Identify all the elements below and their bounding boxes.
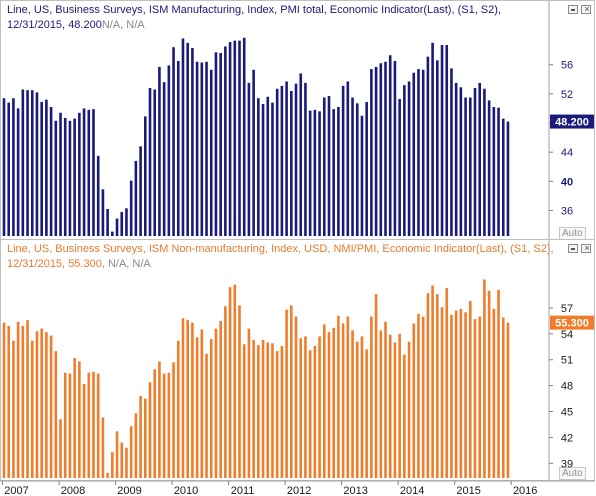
- x-tick-label: 2015: [456, 485, 480, 496]
- pane2-title-value: 55.300,: [68, 258, 105, 270]
- pane1-close-icon[interactable]: ×: [581, 4, 591, 14]
- pane2-auto-scale-button[interactable]: Auto: [559, 467, 586, 480]
- x-tick-label: 2009: [117, 485, 141, 496]
- pane1-title-na: N/A, N/A: [101, 19, 145, 31]
- pane2-title-date: 12/31/2015,: [7, 258, 66, 270]
- x-tick-label: 2010: [174, 485, 198, 496]
- x-tick-label: 2007: [4, 485, 28, 496]
- x-tick-label: 2013: [343, 485, 367, 496]
- pane2-title-line1: Line, US, Business Surveys, ISM Non-manu…: [7, 243, 554, 255]
- x-tick-label: 2008: [61, 485, 85, 496]
- pane2-title-na: N/A, N/A: [107, 258, 151, 270]
- x-tick-label: 2011: [231, 485, 255, 496]
- x-tick-label: 2014: [400, 485, 424, 496]
- pane2-minimize-icon[interactable]: [568, 244, 578, 253]
- pane1-title-line2: 12/31/2015, 48.200N/A, N/A: [7, 19, 145, 31]
- pane1-title-date: 12/31/2015,: [7, 19, 66, 31]
- x-tick-label: 2016: [513, 485, 537, 496]
- pane1-minimize-icon[interactable]: [568, 5, 578, 14]
- pane1-title-value: 48.200: [68, 19, 102, 31]
- pane1-title-line1: Line, US, Business Surveys, ISM Manufact…: [7, 4, 501, 16]
- pane2-close-icon[interactable]: ×: [581, 243, 591, 253]
- ism-non-manufacturing-pane[interactable]: [0, 239, 595, 481]
- x-tick-label: 2012: [287, 485, 311, 496]
- ism-manufacturing-pane[interactable]: [0, 0, 595, 240]
- pane2-title-line2: 12/31/2015, 55.300, N/A, N/A: [7, 258, 151, 270]
